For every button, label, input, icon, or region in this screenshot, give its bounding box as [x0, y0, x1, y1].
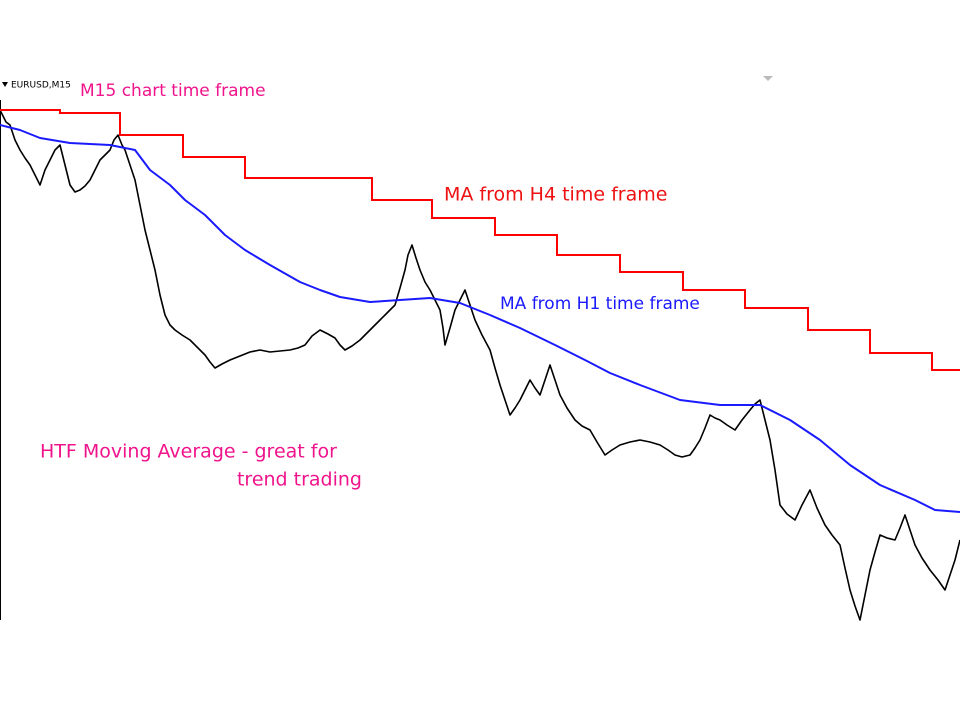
caption: trend trading: [237, 469, 362, 491]
h1-moving-average: [0, 124, 960, 513]
h4-annotation: MA from H4 time frame: [444, 184, 667, 206]
h1-annotation: MA from H1 time frame: [500, 294, 700, 314]
symbol-menu-arrow[interactable]: [2, 82, 8, 87]
caption: HTF Moving Average - great for: [40, 441, 337, 463]
price-series: [0, 109, 960, 621]
h4-moving-average: [0, 109, 960, 371]
symbol-label: EURUSD,M15: [11, 81, 71, 91]
timeframe-annotation: M15 chart time frame: [80, 81, 266, 101]
scroll-marker: [763, 76, 773, 81]
